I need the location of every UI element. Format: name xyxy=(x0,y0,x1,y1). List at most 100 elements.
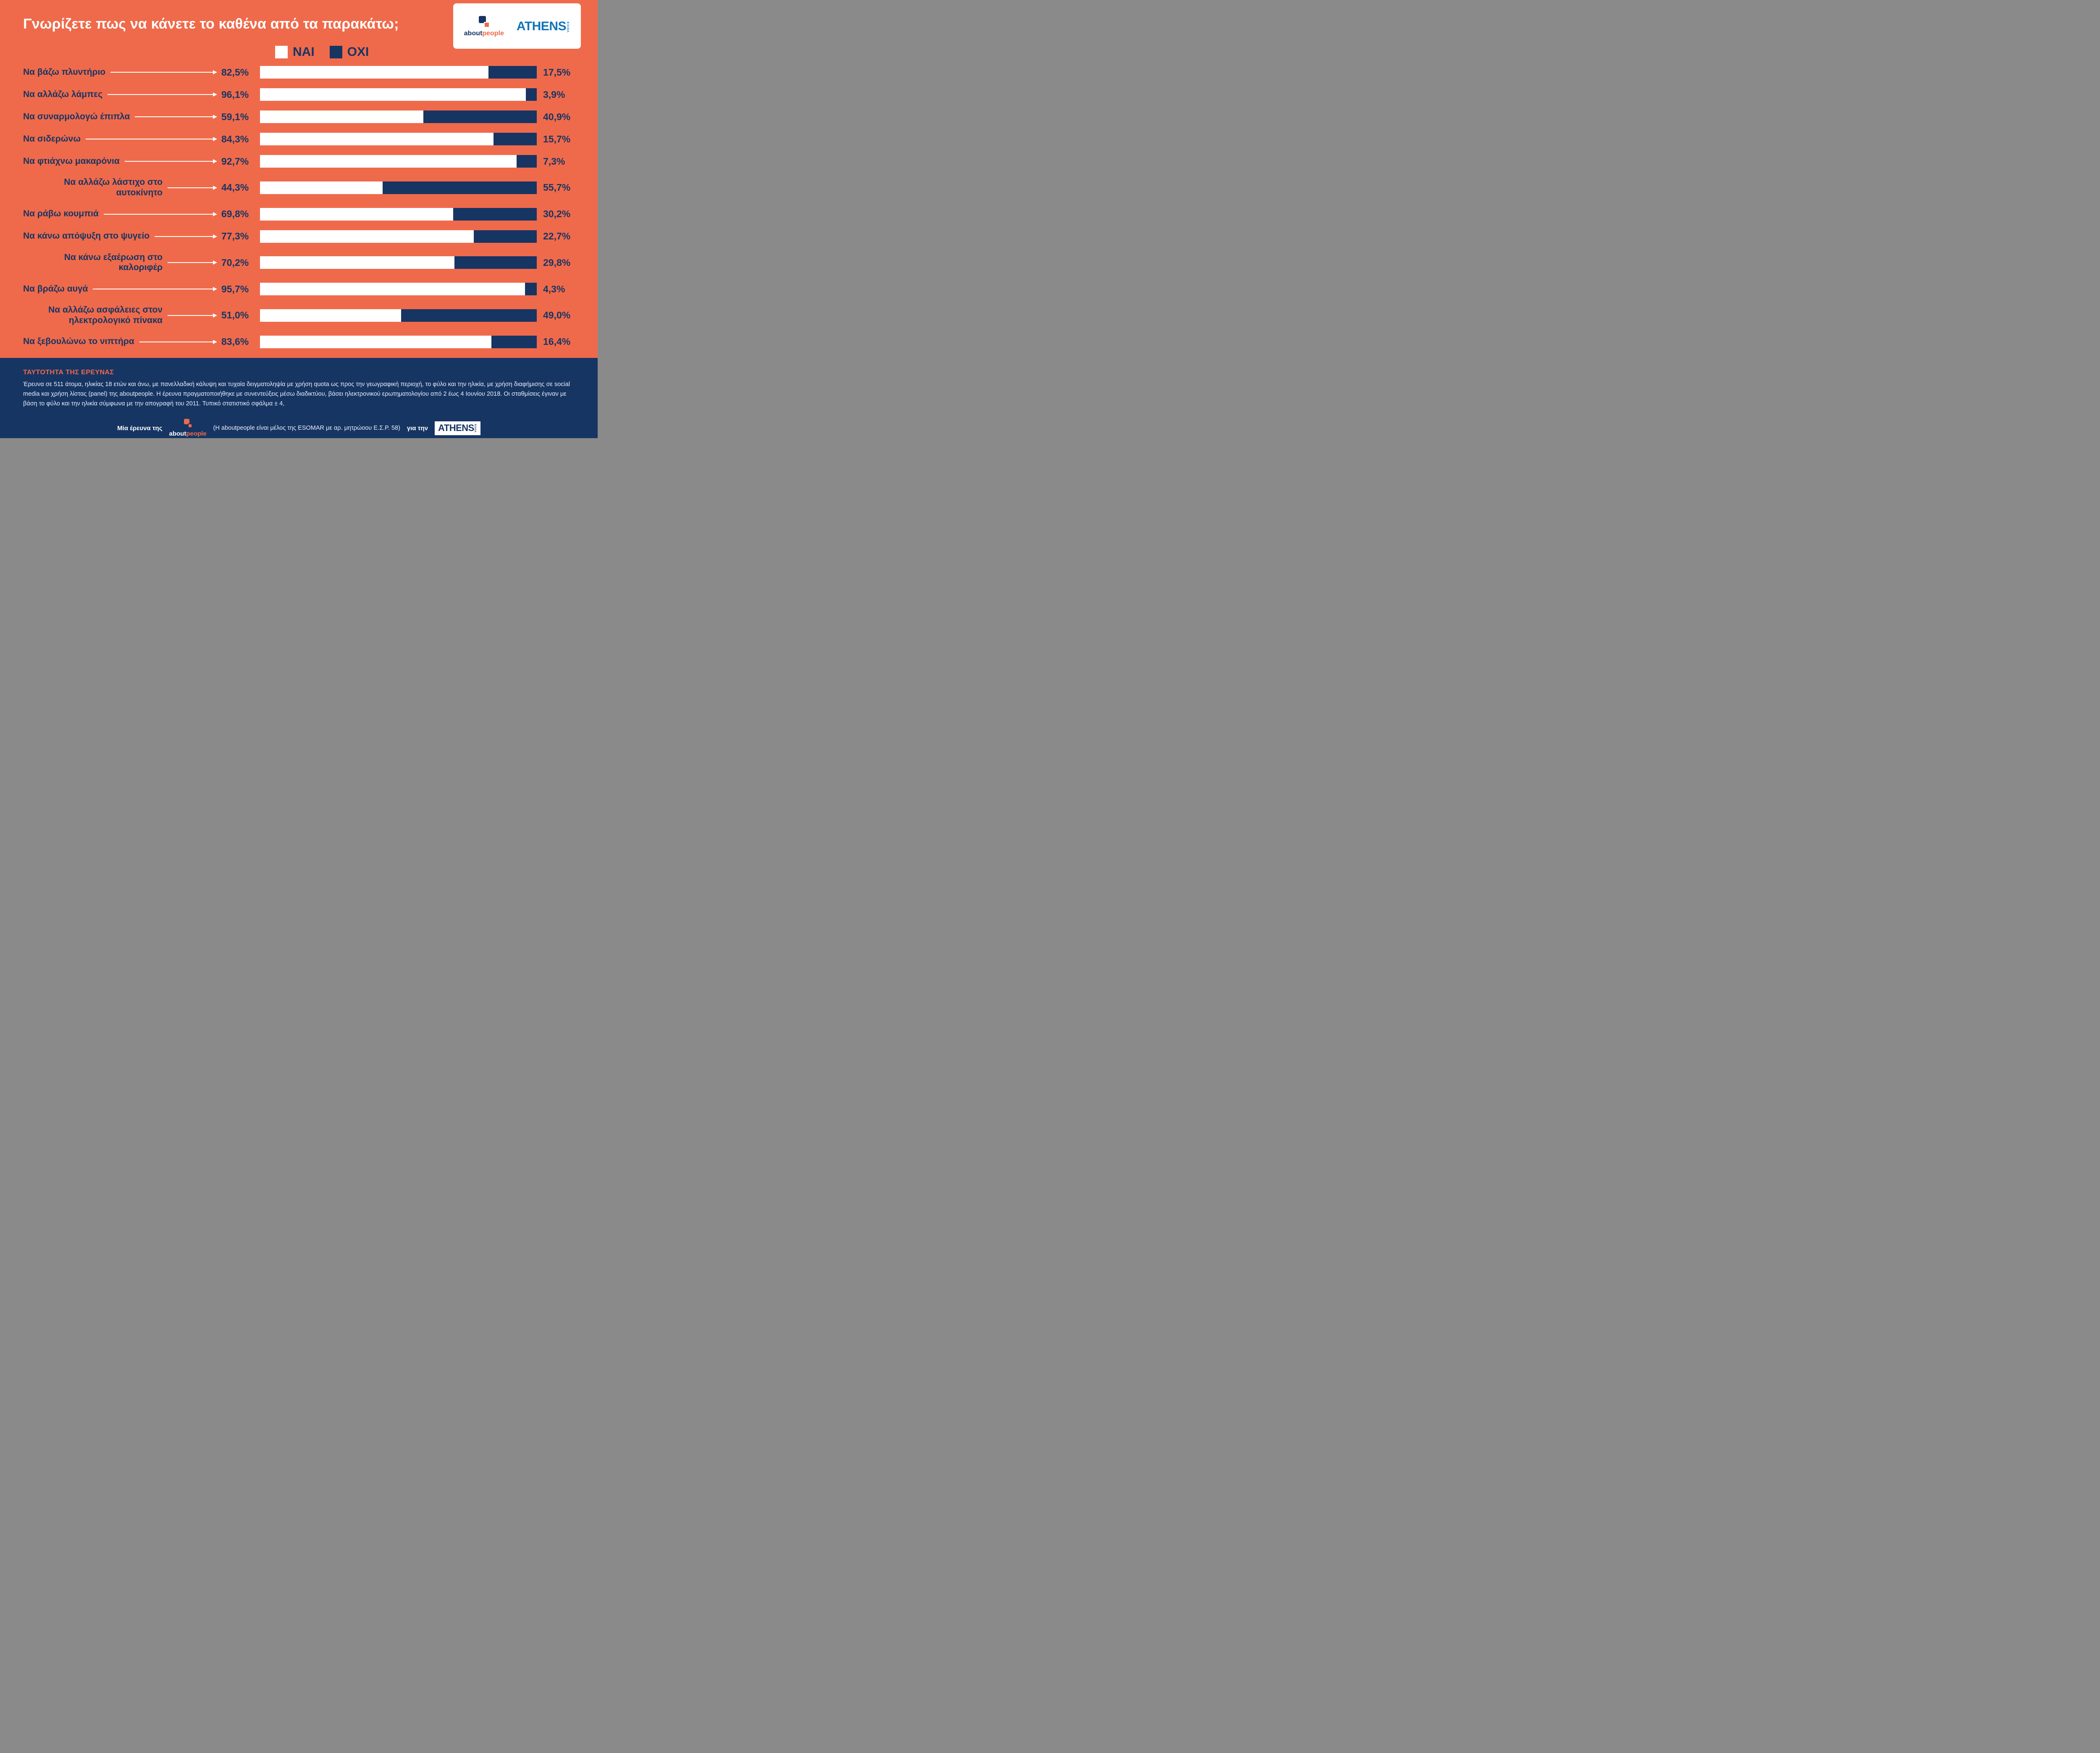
no-value-label: 3,9% xyxy=(543,89,565,100)
credit-for: για την xyxy=(407,424,428,432)
no-value-label: 15,7% xyxy=(543,133,571,145)
chart-row: Να φτιάχνω μακαρόνια 92,7% 7,3% xyxy=(23,155,580,168)
arrow-icon xyxy=(86,137,217,141)
chart-row: Να συναρμολογώ έπιπλα 59,1% 40,9% xyxy=(23,110,580,123)
bar-yes-segment xyxy=(260,110,424,123)
arrow-icon xyxy=(168,186,217,190)
stacked-bar xyxy=(260,181,537,194)
yes-value-label: 70,2% xyxy=(221,257,249,268)
bar-yes-segment xyxy=(260,133,494,145)
stacked-bar xyxy=(260,256,537,269)
no-value-label: 49,0% xyxy=(543,310,571,321)
yes-value-label: 84,3% xyxy=(221,133,249,145)
chart-row: Να αλλάζω ασφάλειες στον ηλεκτρολογικό π… xyxy=(23,305,580,326)
chart-row: Να ράβω κουμπιά 69,8% 30,2% xyxy=(23,208,580,221)
header-logo-box: aboutpeople ATHENS VOICE xyxy=(453,3,581,49)
credit-esomar-note: (Η aboutpeople είναι μέλος της ESOMAR με… xyxy=(213,425,400,432)
arrow-icon xyxy=(104,212,217,216)
bar-yes-segment xyxy=(260,283,525,296)
athens-voice-footer-sub: VOICE xyxy=(474,423,477,432)
arrow-icon xyxy=(168,260,217,265)
athens-voice-footer-logo: ATHENS VOICE xyxy=(435,421,480,435)
footer-heading: ΤΑΥΤΟΤΗΤΑ ΤΗΣ ΕΡΕΥΝΑΣ xyxy=(23,368,114,376)
yes-value-label: 59,1% xyxy=(221,111,249,122)
legend-yes-swatch xyxy=(275,46,288,58)
category-label: Να βράζω αυγά xyxy=(23,284,88,294)
yes-value-label: 82,5% xyxy=(221,66,249,78)
no-value-label: 30,2% xyxy=(543,208,571,220)
arrow-icon xyxy=(135,115,217,119)
bar-no-segment xyxy=(516,155,537,168)
bar-no-segment xyxy=(526,88,537,101)
bar-yes-segment xyxy=(260,230,474,243)
stacked-bar xyxy=(260,309,537,322)
chart-section: Γνωρίζετε πως να κάνετε το καθένα από τα… xyxy=(0,0,598,358)
bar-yes-segment xyxy=(260,208,453,221)
legend-yes-label: ΝΑΙ xyxy=(293,45,315,59)
stacked-bar xyxy=(260,88,537,101)
bar-no-segment xyxy=(474,230,537,243)
arrow-icon xyxy=(155,234,217,239)
stacked-bar xyxy=(260,133,537,145)
bar-yes-segment xyxy=(260,88,526,101)
stacked-bar xyxy=(260,110,537,123)
category-label: Να κάνω απόψυξη στο ψυγείο xyxy=(23,231,150,241)
bar-yes-segment xyxy=(260,335,491,348)
arrow-icon xyxy=(110,70,217,74)
athens-voice-logo: ATHENS VOICE xyxy=(517,20,570,33)
category-label: Να αλλάζω λάμπες xyxy=(23,89,103,99)
bar-no-segment xyxy=(493,133,537,145)
arrow-icon xyxy=(93,287,217,291)
chart-row: Να κάνω εξαέρωση στο καλοριφέρ 70,2% 29,8% xyxy=(23,252,580,273)
page-title: Γνωρίζετε πως να κάνετε το καθένα από τα… xyxy=(23,16,399,32)
stacked-bar-chart: Να βάζω πλυντήριο 82,5% 17,5% Να αλλάζω λάμ… xyxy=(23,66,580,348)
arrow-icon xyxy=(168,313,217,318)
no-value-label: 7,3% xyxy=(543,155,565,167)
chart-legend: ΝΑΙ ΟΧΙ xyxy=(275,45,580,59)
bar-yes-segment xyxy=(260,155,517,168)
stacked-bar xyxy=(260,335,537,348)
credit-prefix: Μία έρευνα της xyxy=(117,424,163,432)
no-value-label: 4,3% xyxy=(543,283,565,294)
bar-no-segment xyxy=(525,283,537,296)
footer: ΤΑΥΤΟΤΗΤΑ ΤΗΣ ΕΡΕΥΝΑΣ Έρευνα σε 511 άτομ… xyxy=(0,357,598,438)
bar-no-segment xyxy=(382,181,537,194)
bar-no-segment xyxy=(401,309,537,322)
chart-row: Να βάζω πλυντήριο 82,5% 17,5% xyxy=(23,66,580,79)
chart-row: Να σιδερώνω 84,3% 15,7% xyxy=(23,133,580,145)
infographic-page: Γνωρίζετε πως να κάνετε το καθένα από τα… xyxy=(0,0,598,438)
no-value-label: 40,9% xyxy=(543,111,571,122)
bar-yes-segment xyxy=(260,309,402,322)
bar-no-segment xyxy=(454,256,537,269)
aboutpeople-icon xyxy=(478,16,490,28)
arrow-icon xyxy=(108,92,217,97)
athens-voice-footer-name: ATHENS xyxy=(438,422,474,433)
category-label: Να βάζω πλυντήριο xyxy=(23,67,106,77)
no-value-label: 17,5% xyxy=(543,66,571,78)
aboutpeople-footer-icon xyxy=(183,419,193,428)
chart-row: Να αλλάζω λάμπες 96,1% 3,9% xyxy=(23,88,580,101)
chart-row: Να αλλάζω λάστιχο στο αυτοκίνητο 44,3% 55,… xyxy=(23,177,580,198)
no-value-label: 22,7% xyxy=(543,231,571,242)
footer-methodology-text: Έρευνα σε 511 άτομα, ηλικίας 18 ετών και… xyxy=(23,381,570,407)
category-label: Να φτιάχνω μακαρόνια xyxy=(23,156,120,166)
bar-no-segment xyxy=(491,335,537,348)
stacked-bar xyxy=(260,283,537,296)
aboutpeople-wordmark: aboutpeople xyxy=(464,29,504,37)
no-value-label: 55,7% xyxy=(543,182,571,193)
category-label: Να ξεβουλώνω το νιπτήρα xyxy=(23,336,134,347)
yes-value-label: 77,3% xyxy=(221,231,249,242)
category-label: Να συναρμολογώ έπιπλα xyxy=(23,111,130,121)
bar-no-segment xyxy=(423,110,537,123)
no-value-label: 16,4% xyxy=(543,336,571,347)
category-label: Να ράβω κουμπιά xyxy=(23,209,99,219)
chart-row: Να βράζω αυγά 95,7% 4,3% xyxy=(23,283,580,296)
bar-yes-segment xyxy=(260,66,488,79)
bar-no-segment xyxy=(453,208,537,221)
arrow-icon xyxy=(125,159,217,163)
aboutpeople-footer-wordmark: aboutpeople xyxy=(169,430,207,438)
yes-value-label: 69,8% xyxy=(221,208,249,220)
stacked-bar xyxy=(260,230,537,243)
yes-value-label: 92,7% xyxy=(221,155,249,167)
stacked-bar xyxy=(260,66,537,79)
